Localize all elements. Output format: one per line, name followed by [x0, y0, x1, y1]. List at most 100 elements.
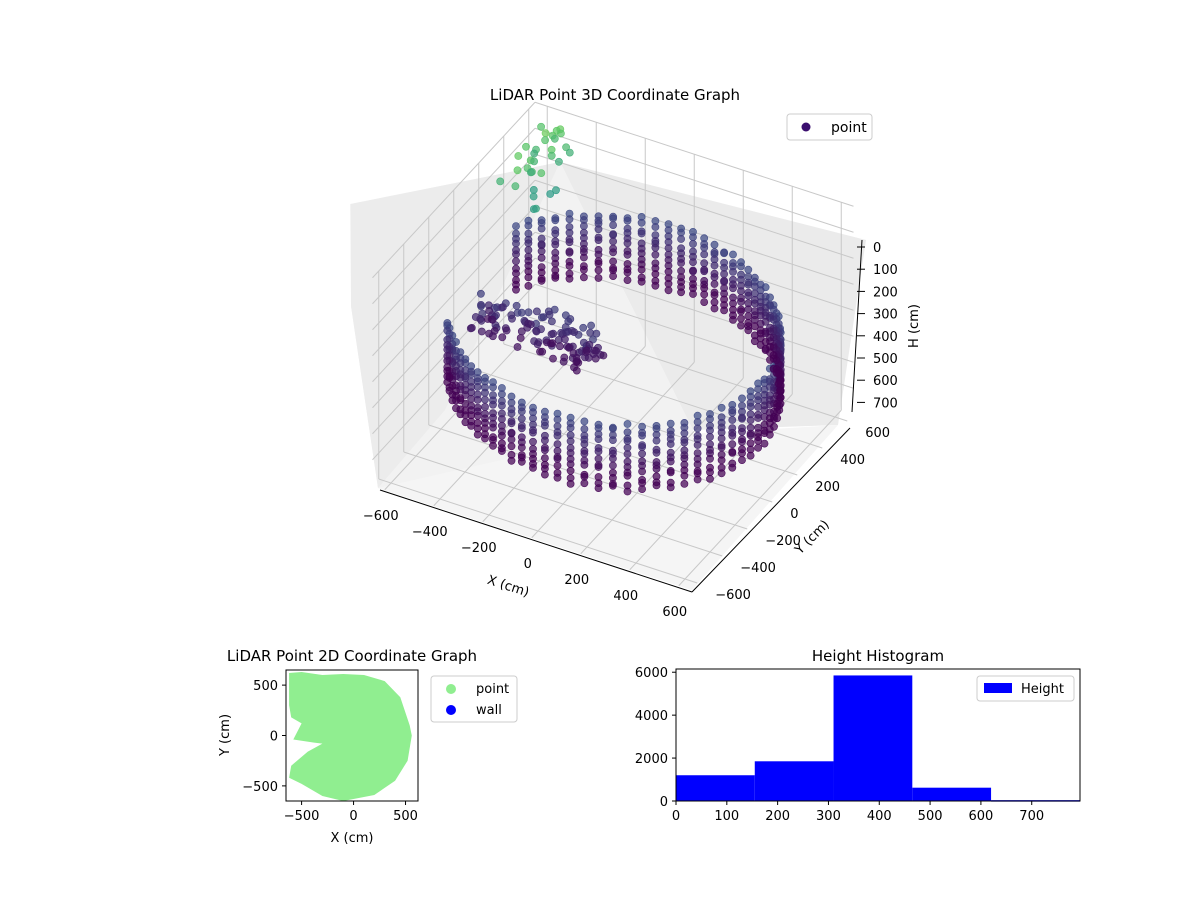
point-3d	[481, 402, 489, 411]
point-3d	[565, 228, 574, 237]
point-3d	[511, 182, 520, 191]
point-3d	[717, 403, 726, 412]
point-3d	[609, 461, 617, 470]
point-3d	[720, 270, 728, 278]
point-3d	[761, 346, 770, 354]
histogram-title: Height Histogram	[812, 647, 944, 665]
point-3d	[638, 449, 646, 458]
point-3d	[580, 449, 589, 458]
histogram-y-tick: 6000	[635, 666, 668, 681]
point-3d	[652, 436, 661, 445]
point-3d	[553, 473, 562, 482]
point-3d	[689, 267, 697, 276]
point-3d	[476, 289, 485, 298]
point-3d	[594, 463, 603, 471]
point-3d	[570, 328, 578, 336]
point-3d	[750, 299, 759, 308]
point-3d	[512, 269, 520, 278]
point-3d	[530, 157, 538, 166]
point-3d	[677, 259, 685, 267]
point-3d	[552, 186, 560, 195]
point-3d	[456, 410, 465, 419]
y-tick-3d: 200	[815, 480, 840, 495]
point-3d	[680, 471, 689, 480]
histogram-y-tick: 4000	[635, 709, 668, 724]
point-3d	[443, 378, 452, 386]
point-3d	[729, 250, 737, 259]
point-3d	[710, 261, 719, 270]
point-3d	[728, 408, 737, 417]
point-3d	[524, 239, 533, 248]
point-3d	[517, 414, 526, 423]
point-3d	[512, 250, 520, 259]
point-3d	[537, 169, 546, 177]
point-3d	[738, 427, 746, 436]
point-3d	[476, 315, 485, 323]
point-3d	[623, 250, 632, 259]
point-3d	[553, 415, 562, 424]
point-3d	[545, 310, 554, 319]
histogram-x-tick: 400	[867, 809, 892, 824]
point-3d	[541, 129, 550, 138]
point-3d	[637, 229, 646, 238]
point-3d	[524, 221, 533, 230]
chart-2d-title: LiDAR Point 2D Coordinate Graph	[227, 647, 477, 665]
point-3d	[551, 273, 560, 282]
point-3d	[666, 419, 675, 428]
point-3d	[609, 221, 617, 229]
point-3d	[594, 225, 603, 234]
point-3d	[524, 273, 533, 282]
point-3d	[700, 290, 709, 299]
point-3d	[497, 447, 506, 455]
point-3d	[710, 240, 719, 249]
chart-2d: LiDAR Point 2D Coordinate Graph −500−500…	[218, 647, 518, 846]
point-3d	[530, 149, 539, 158]
point-3d	[609, 257, 617, 266]
point-3d	[599, 351, 608, 360]
point-3d	[579, 323, 588, 332]
point-3d	[586, 328, 595, 337]
z-tick-3d: 700	[873, 396, 898, 411]
point-3d	[609, 481, 617, 490]
point-3d	[549, 354, 557, 363]
point-3d	[651, 281, 660, 290]
histogram-bar-1	[754, 761, 834, 801]
point-3d	[720, 249, 728, 258]
point-3d	[594, 236, 603, 244]
point-3d	[580, 222, 588, 230]
point-3d	[549, 329, 558, 338]
point-3d	[580, 460, 589, 469]
z-tick-3d: 200	[873, 285, 898, 300]
point-3d	[637, 218, 646, 227]
point-3d	[580, 273, 588, 282]
point-3d	[533, 307, 541, 316]
point-3d	[720, 306, 728, 315]
y-tick-3d: −600	[715, 588, 751, 603]
z-tick-3d: 0	[873, 241, 881, 256]
points-3d	[443, 122, 785, 496]
point-3d	[541, 136, 549, 145]
point-3d	[566, 423, 575, 432]
point-3d	[513, 343, 522, 351]
point-3d	[769, 364, 778, 373]
legend-2d-marker-point	[446, 684, 456, 694]
histogram-x-tick: 100	[714, 809, 739, 824]
point-3d	[566, 466, 575, 475]
histogram-y-tick: 0	[660, 795, 668, 810]
x-axis-label-2d: X (cm)	[331, 831, 374, 846]
x-tick-3d: −600	[363, 509, 399, 524]
point-3d	[652, 448, 661, 457]
point-3d	[710, 291, 719, 300]
point-3d	[754, 403, 762, 411]
point-3d	[553, 431, 562, 440]
point-3d	[529, 192, 538, 201]
point-3d	[565, 148, 574, 157]
point-3d	[664, 279, 673, 288]
point-3d	[524, 281, 533, 290]
point-3d	[744, 312, 753, 320]
point-3d	[706, 468, 714, 477]
point-3d	[473, 411, 482, 420]
chart-3d: LiDAR Point 3D Coordinate Graph −600 −400…	[350, 86, 922, 620]
